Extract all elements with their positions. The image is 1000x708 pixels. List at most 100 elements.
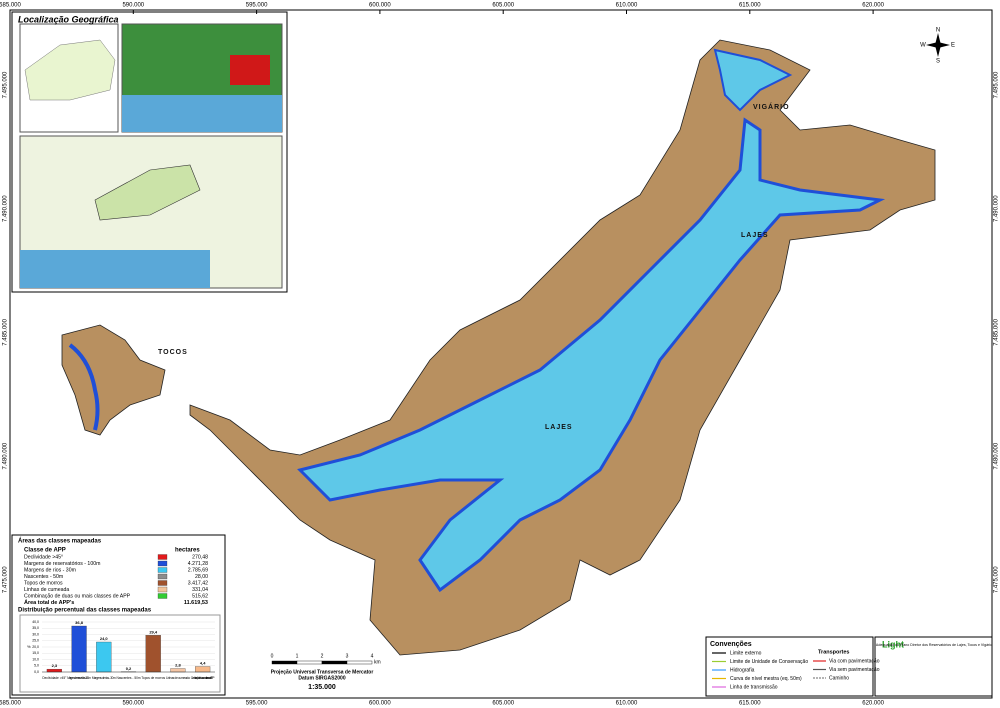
svg-text:S: S <box>936 59 940 65</box>
scale-segment <box>296 660 323 665</box>
x-coordinate-label: 585.000 <box>0 3 22 9</box>
transport-title: Transportes <box>818 649 849 655</box>
scale-segment <box>346 660 373 665</box>
x-tick-label: Linhas de cumeada <box>166 676 190 680</box>
table-class: Margens de rios - 30m <box>24 567 76 573</box>
x-tick-label: Nascentes - 50m <box>116 676 140 680</box>
scale-tick: 1 <box>296 653 299 659</box>
value-label: 2,8 <box>175 663 181 668</box>
class-swatch <box>157 586 168 593</box>
y-tick-label: 35,0 <box>32 626 39 630</box>
table-header: hectares <box>175 548 200 554</box>
y-coordinate-label: 7.480.000 <box>3 442 9 469</box>
y-coordinate-label: 7.475.000 <box>3 566 9 593</box>
bar <box>46 668 62 673</box>
class-swatch <box>157 554 168 560</box>
title-block <box>874 636 993 697</box>
table-hectares: 515,62 <box>192 593 208 599</box>
reservoir <box>297 117 886 593</box>
value-label: 0,2 <box>126 666 132 671</box>
scale-ratio: 1:35.000 <box>308 684 336 691</box>
title-text: Adequação do Plano Diretor dos Reservató… <box>876 643 992 647</box>
scale-unit: km <box>374 659 381 665</box>
y-tick-label: 25,0 <box>32 639 39 643</box>
table-class: Margens de reservatórios - 100m <box>24 561 100 567</box>
y-coordinate-label: 7.485.000 <box>994 318 1000 345</box>
place-label: LAJES <box>545 424 573 431</box>
table-class: Declividade >45° <box>24 554 63 560</box>
scale-segment <box>321 660 348 665</box>
value-label: 24,0 <box>100 636 109 641</box>
tocos-river <box>68 343 100 431</box>
svg-text:N: N <box>936 28 940 34</box>
x-coordinate-label: 600.000 <box>369 701 391 707</box>
y-tick-label: 15,0 <box>32 651 39 655</box>
convention-label: Hidrografia <box>730 667 755 673</box>
table-class: Linhas de cumeada <box>24 587 69 593</box>
conventions-box <box>705 636 874 697</box>
x-coordinate-label: 585.000 <box>0 701 22 707</box>
x-coordinate-label: 615.000 <box>739 3 761 9</box>
inset-local-sea <box>20 250 210 288</box>
x-coordinate-label: 590.000 <box>122 3 144 9</box>
x-coordinate-label: 610.000 <box>616 701 638 707</box>
x-coordinate-label: 595.000 <box>246 701 268 707</box>
convention-label: Limite externo <box>730 650 762 656</box>
y-coordinate-label: 7.495.000 <box>994 71 1000 98</box>
y-coordinate-label: 7.475.000 <box>994 566 1000 593</box>
inset-area <box>94 164 201 221</box>
table-hectares: 2.785,69 <box>188 567 208 573</box>
scale-tick: 3 <box>346 653 349 659</box>
transport-label: Caminho <box>829 675 849 681</box>
y-tick-label: 40,0 <box>32 620 39 624</box>
convention-label: Curva de nível mestra (eq. 50m) <box>730 676 802 682</box>
tocos-area <box>61 324 166 436</box>
x-coordinate-label: 590.000 <box>122 701 144 707</box>
y-coordinate-label: 7.480.000 <box>994 442 1000 469</box>
bar <box>145 635 161 673</box>
chart-frame <box>19 614 221 693</box>
class-swatch <box>157 560 168 567</box>
y-tick-label: 20,0 <box>32 645 39 649</box>
place-label: VIGÁRIO <box>753 102 790 111</box>
inset-title: Localização Geográfica <box>18 14 119 24</box>
conventions-title: Convenções <box>710 641 752 648</box>
x-coordinate-label: 605.000 <box>492 3 514 9</box>
y-coordinate-label: 7.490.000 <box>3 195 9 222</box>
table-hectares: 270,48 <box>192 554 208 560</box>
table-total: 11.619,53 <box>184 600 208 606</box>
scale-segment <box>271 660 298 665</box>
x-coordinate-label: 610.000 <box>616 3 638 9</box>
x-tick-label: Combinação de duas ou mais classes de AP… <box>191 676 215 680</box>
place-label: LAJES <box>741 232 769 239</box>
bar <box>195 666 211 673</box>
scale-tick: 4 <box>371 653 374 659</box>
x-tick-label: Declividade >45° <box>42 676 67 680</box>
table-class: Combinação de duas ou mais classes de AP… <box>24 593 131 599</box>
y-tick-label: 30,0 <box>32 632 39 636</box>
x-tick-label: Topos de morros <box>141 676 165 680</box>
value-label: 29,4 <box>149 629 158 634</box>
x-coordinate-label: 620.000 <box>862 701 884 707</box>
table-class: Topos de morros <box>24 580 63 586</box>
class-swatch <box>157 593 168 599</box>
svg-text:W: W <box>920 43 926 49</box>
bar <box>71 625 87 673</box>
datum: Datum SIRGAS2000 <box>298 675 345 681</box>
transport-label: Via com pavimentação <box>829 658 880 664</box>
reservoir-arm <box>713 48 793 112</box>
logo: Light <box>882 639 904 649</box>
y-coordinate-label: 7.485.000 <box>3 318 9 345</box>
scale-tick: 0 <box>271 653 274 659</box>
transport-label: Via sem pavimentação <box>829 667 880 673</box>
class-swatch <box>157 580 168 586</box>
table-hectares: 4.271,28 <box>188 561 208 567</box>
bar <box>96 641 112 673</box>
class-swatch <box>157 567 168 573</box>
scale-tick: 2 <box>321 653 324 659</box>
x-coordinate-label: 615.000 <box>739 701 761 707</box>
table-class: Nascentes - 50m <box>24 574 63 580</box>
x-coordinate-label: 600.000 <box>369 3 391 9</box>
